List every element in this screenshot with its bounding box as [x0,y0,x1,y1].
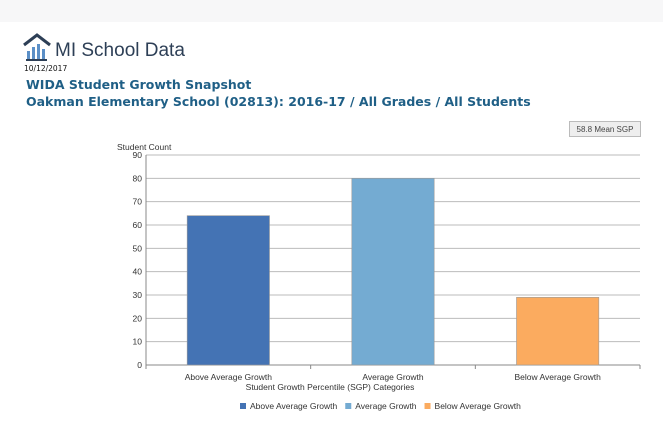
logo: MI School Data [22,33,185,61]
report-title: WIDA Student Growth Snapshot [26,77,252,92]
legend-label: Below Average Growth [435,401,522,411]
y-tick-label: 40 [133,267,143,277]
top-bar [0,0,663,22]
y-tick-label: 50 [133,243,143,253]
y-tick-label: 0 [137,360,142,370]
legend-label: Above Average Growth [250,401,338,411]
x-tick-label: Below Average Growth [515,372,602,382]
y-tick-label: 30 [133,290,143,300]
y-tick-label: 90 [133,150,143,160]
report-date: 10/12/2017 [24,64,68,73]
legend-swatch [345,403,352,409]
mean-sgp-badge: 58.8 Mean SGP [569,121,641,137]
y-tick-label: 70 [133,197,143,207]
y-tick-label: 20 [133,313,143,323]
bar [186,215,270,366]
legend-swatch [240,403,246,409]
legend-swatch [424,403,431,409]
y-tick-label: 10 [133,337,143,347]
x-axis-label: Student Growth Percentile (SGP) Categori… [246,382,415,392]
y-axis-label: Student Count [117,142,172,152]
logo-text: MI School Data [55,40,185,61]
bar [516,297,600,366]
report-subtitle: Oakman Elementary School (02813): 2016-1… [26,94,531,109]
x-tick-label: Average Growth [362,372,424,382]
school-logo-icon [23,33,51,61]
y-tick-label: 60 [133,220,143,230]
y-tick-label: 80 [133,173,143,183]
bar [351,178,435,366]
legend-label: Average Growth [355,401,417,411]
x-tick-label: Above Average Growth [185,372,273,382]
